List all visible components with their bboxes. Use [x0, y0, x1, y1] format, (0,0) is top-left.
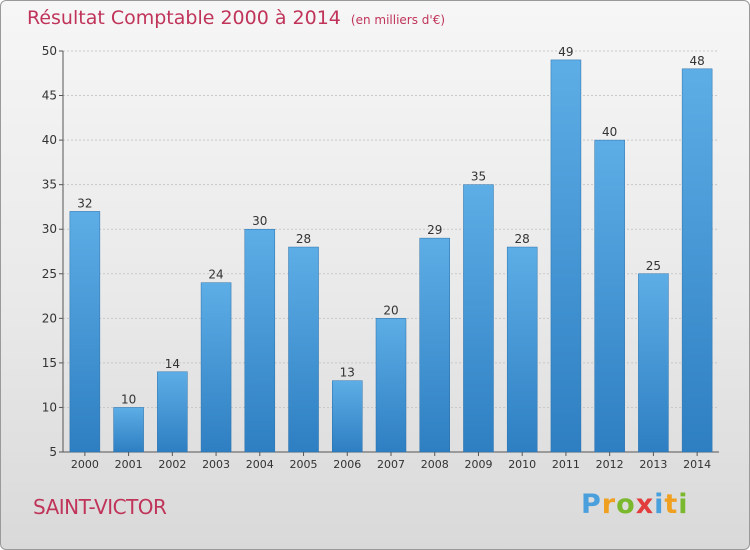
y-tick-label: 15	[42, 356, 57, 370]
bar-value-label: 28	[296, 232, 311, 246]
y-tick-label: 40	[42, 133, 57, 147]
bar-2012	[594, 139, 625, 453]
bar-value-label: 28	[515, 232, 530, 246]
bar-value-label: 32	[77, 196, 92, 210]
x-tick-label: 2004	[246, 458, 274, 471]
x-tick-label: 2006	[333, 458, 361, 471]
bar-2007	[375, 318, 407, 453]
x-tick-label: 2002	[158, 458, 186, 471]
y-tick-label: 35	[42, 178, 57, 192]
logo-letter: P	[581, 489, 602, 520]
bar-value-label: 13	[340, 366, 355, 380]
x-tick-label: 2009	[464, 458, 492, 471]
bar-2004	[244, 228, 276, 453]
bar-value-label: 25	[646, 259, 661, 273]
bar-value-label: 30	[252, 214, 267, 228]
x-tick-label: 2000	[71, 458, 99, 471]
bar-2011	[550, 59, 582, 453]
bar-value-label: 10	[121, 392, 136, 406]
proxiti-logo: Proxiti	[581, 489, 689, 520]
bar-2010	[506, 246, 538, 453]
y-tick-label: 20	[42, 311, 57, 325]
x-tick-label: 2010	[508, 458, 536, 471]
bar-value-label: 40	[602, 125, 617, 139]
y-tick-label: 45	[42, 89, 57, 103]
bar-2013	[638, 273, 669, 453]
bar-2006	[332, 380, 363, 453]
commune-name: SAINT-VICTOR	[33, 495, 167, 519]
y-tick-label: 10	[42, 400, 57, 414]
x-tick-label: 2005	[290, 458, 318, 471]
bar-2014	[681, 68, 713, 453]
logo-letter: t	[664, 489, 679, 520]
x-tick-label: 2003	[202, 458, 230, 471]
bar-value-label: 14	[165, 357, 180, 371]
x-tick-label: 2007	[377, 458, 405, 471]
bar-2002	[157, 371, 188, 453]
bar-2003	[200, 282, 232, 453]
bar-value-label: 20	[383, 303, 398, 317]
y-tick-label: 50	[42, 44, 57, 58]
bar-value-label: 48	[689, 54, 704, 68]
x-tick-label: 2012	[596, 458, 624, 471]
bar-2001	[113, 407, 144, 453]
x-tick-label: 2011	[552, 458, 580, 471]
y-tick-label: 30	[42, 222, 57, 236]
chart-title: Résultat Comptable 2000 à 2014	[27, 7, 341, 29]
bar-value-label: 35	[471, 170, 486, 184]
x-tick-label: 2014	[683, 458, 711, 471]
logo-letter: o	[616, 489, 636, 520]
x-tick-label: 2001	[115, 458, 143, 471]
bar-2009	[463, 184, 494, 453]
logo-letter: x	[635, 489, 655, 520]
y-tick-label: 25	[42, 267, 57, 281]
x-tick-label: 2013	[639, 458, 667, 471]
y-tick-label: 5	[49, 445, 57, 459]
bar-value-label: 24	[208, 268, 223, 282]
bar-2008	[419, 237, 450, 453]
logo-letter: r	[601, 489, 617, 520]
bar-value-label: 29	[427, 223, 442, 237]
bar-value-label: 49	[558, 45, 573, 59]
chart-title-row: Résultat Comptable 2000 à 2014 (en millie…	[27, 7, 445, 29]
bar-2000	[69, 211, 101, 453]
bar-2005	[288, 246, 319, 453]
chart-subtitle: (en milliers d'€)	[350, 13, 446, 27]
logo-letter: i	[678, 489, 689, 520]
x-tick-label: 2008	[421, 458, 449, 471]
logo-letter: i	[654, 489, 665, 520]
